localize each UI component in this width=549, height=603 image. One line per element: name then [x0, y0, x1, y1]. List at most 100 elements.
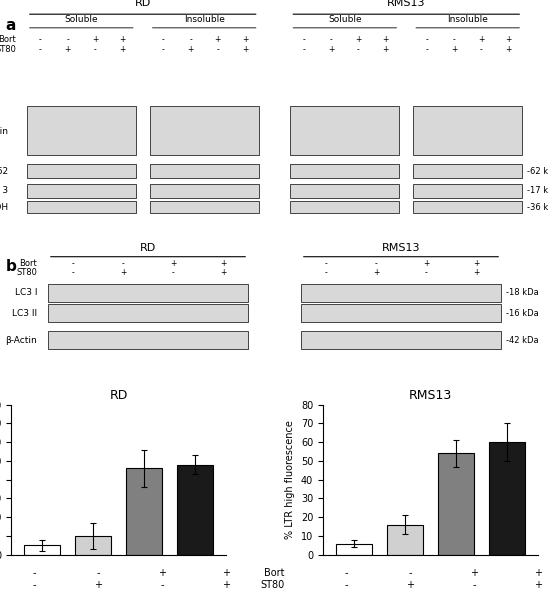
Text: +: + — [242, 45, 248, 54]
Text: +: + — [222, 568, 230, 578]
Text: LC3 I: LC3 I — [15, 288, 37, 297]
Text: +: + — [220, 268, 226, 277]
Title: RMS13: RMS13 — [409, 389, 452, 402]
Text: +: + — [120, 268, 126, 277]
Text: -36 kDa: -36 kDa — [528, 203, 549, 212]
Text: -: - — [330, 35, 333, 44]
Text: +: + — [170, 259, 176, 268]
Text: +: + — [119, 35, 125, 44]
FancyBboxPatch shape — [150, 165, 259, 178]
Bar — [438, 453, 474, 555]
Text: +: + — [92, 35, 98, 44]
Text: β-Actin: β-Actin — [5, 336, 37, 345]
Text: -62 kDa: -62 kDa — [528, 166, 549, 175]
Text: -: - — [97, 568, 100, 578]
Text: +: + — [451, 45, 457, 54]
Text: -: - — [71, 259, 74, 268]
Text: -17 kDa: -17 kDa — [528, 186, 549, 195]
FancyBboxPatch shape — [150, 201, 259, 213]
Text: -: - — [33, 568, 36, 578]
Text: +: + — [373, 268, 379, 277]
Text: +: + — [478, 35, 485, 44]
Bar — [24, 545, 60, 555]
Text: -: - — [324, 259, 327, 268]
Text: Insoluble: Insoluble — [447, 15, 488, 24]
Text: -: - — [216, 45, 219, 54]
FancyBboxPatch shape — [27, 184, 136, 198]
Text: -: - — [39, 45, 42, 54]
Text: LC3 II: LC3 II — [12, 309, 37, 318]
FancyBboxPatch shape — [27, 201, 136, 213]
Text: +: + — [470, 568, 478, 578]
Text: ST80: ST80 — [16, 268, 37, 277]
Text: RMS13: RMS13 — [387, 0, 425, 8]
FancyBboxPatch shape — [290, 184, 399, 198]
Text: -: - — [93, 45, 96, 54]
Text: -16 kDa: -16 kDa — [506, 309, 539, 318]
Text: -: - — [162, 45, 165, 54]
Text: +: + — [158, 568, 166, 578]
FancyBboxPatch shape — [48, 284, 248, 302]
Text: +: + — [215, 35, 221, 44]
FancyBboxPatch shape — [48, 305, 248, 323]
Text: +: + — [473, 259, 479, 268]
Text: Soluble: Soluble — [64, 15, 98, 24]
Y-axis label: % LTR high fluorescence: % LTR high fluorescence — [285, 420, 295, 539]
Text: Bort: Bort — [20, 259, 37, 268]
Text: p62: p62 — [0, 166, 8, 175]
Text: Insoluble: Insoluble — [184, 15, 225, 24]
Text: +: + — [355, 35, 362, 44]
Text: +: + — [64, 45, 71, 54]
Text: -: - — [345, 568, 348, 578]
Text: -: - — [425, 35, 428, 44]
FancyBboxPatch shape — [413, 165, 522, 178]
Text: +: + — [328, 45, 334, 54]
Text: -: - — [472, 579, 476, 590]
Text: +: + — [383, 35, 389, 44]
Text: Histone 3: Histone 3 — [0, 186, 8, 195]
FancyBboxPatch shape — [290, 106, 399, 154]
Text: -: - — [189, 35, 192, 44]
Text: -: - — [424, 268, 428, 277]
Bar — [387, 525, 423, 555]
Text: -42 kDa: -42 kDa — [506, 336, 539, 345]
Text: -: - — [374, 259, 377, 268]
Bar — [126, 469, 162, 555]
Text: +: + — [94, 579, 103, 590]
FancyBboxPatch shape — [150, 106, 259, 154]
Text: b: b — [5, 259, 16, 274]
Text: +: + — [473, 268, 479, 277]
Text: -: - — [172, 268, 175, 277]
Text: -: - — [453, 35, 456, 44]
Text: +: + — [222, 579, 230, 590]
Text: -: - — [71, 268, 74, 277]
FancyBboxPatch shape — [290, 165, 399, 178]
Text: a: a — [5, 18, 16, 33]
Text: Ubiquitin: Ubiquitin — [0, 127, 8, 136]
Text: +: + — [220, 259, 226, 268]
FancyBboxPatch shape — [48, 332, 248, 350]
Text: Bort: Bort — [264, 568, 284, 578]
Text: +: + — [242, 35, 248, 44]
Text: ST80: ST80 — [0, 45, 16, 54]
Bar — [335, 543, 372, 555]
Bar — [177, 465, 214, 555]
Text: -: - — [39, 35, 42, 44]
Text: +: + — [406, 579, 414, 590]
Text: Soluble: Soluble — [328, 15, 362, 24]
FancyBboxPatch shape — [413, 106, 522, 154]
Text: +: + — [506, 45, 512, 54]
Text: RMS13: RMS13 — [382, 243, 420, 253]
FancyBboxPatch shape — [301, 305, 501, 323]
Text: -: - — [162, 35, 165, 44]
Text: +: + — [383, 45, 389, 54]
Text: +: + — [119, 45, 125, 54]
Text: -: - — [480, 45, 483, 54]
Text: -: - — [121, 259, 125, 268]
Text: -: - — [345, 579, 348, 590]
Text: -: - — [33, 579, 36, 590]
FancyBboxPatch shape — [301, 332, 501, 350]
Text: +: + — [423, 259, 429, 268]
Bar — [489, 442, 525, 555]
Text: -: - — [302, 45, 305, 54]
